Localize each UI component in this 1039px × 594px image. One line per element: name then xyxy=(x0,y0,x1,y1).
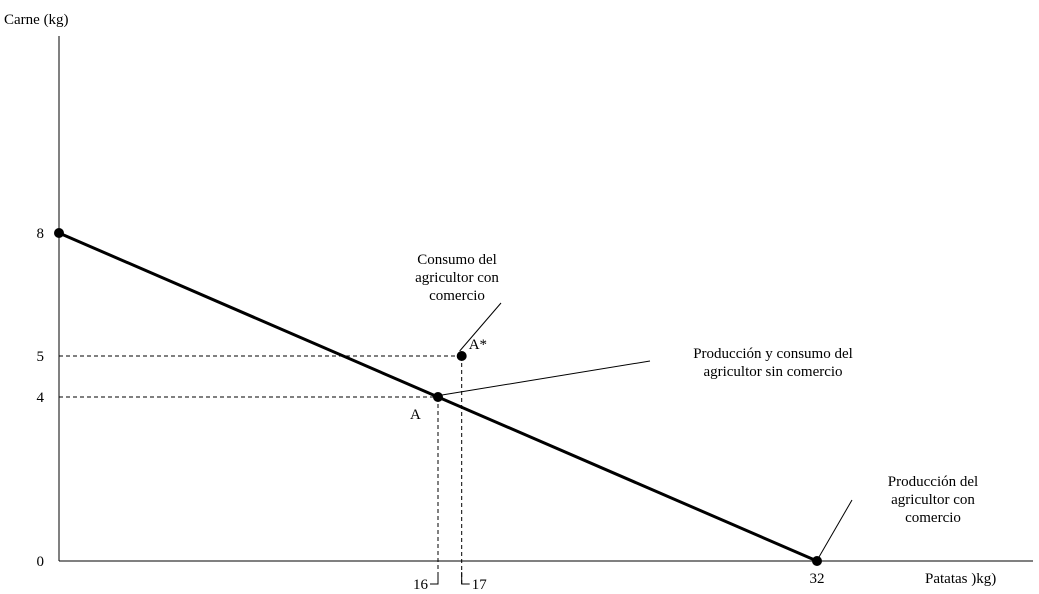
leader-produccion-con-comercio xyxy=(818,499,853,558)
point-label-A-star: A* xyxy=(469,337,487,353)
point-x-intercept xyxy=(812,556,822,566)
annotation-line: comercio xyxy=(905,510,961,526)
guide-lines xyxy=(59,355,463,584)
x-tick-mark-16 xyxy=(430,572,439,585)
data-points: A A* xyxy=(54,228,822,566)
annotation-line: agricultor con xyxy=(891,492,975,508)
annotation-line: Consumo del xyxy=(417,252,497,268)
y-tick-label-5: 5 xyxy=(37,349,45,365)
annotation-line: agricultor sin comercio xyxy=(703,364,842,380)
leader-consumo-con-comercio xyxy=(459,302,502,352)
x-tick-label-16: 16 xyxy=(413,577,429,593)
y-tick-label-0: 0 xyxy=(37,554,45,570)
annotation-produccion-con-comercio: Producción del agricultor con comercio xyxy=(888,474,978,526)
y-tick-label-4: 4 xyxy=(37,390,45,406)
annotation-line: Producción del xyxy=(888,474,978,490)
x-tick-mark-17 xyxy=(461,572,470,585)
x-tick-label-32: 32 xyxy=(810,571,825,587)
point-A-star xyxy=(456,351,467,361)
tick-labels: 0 4 5 8 16 17 32 xyxy=(37,226,825,593)
point-y-intercept xyxy=(54,228,64,238)
annotation-line: Producción y consumo del xyxy=(693,346,853,362)
annotation-produccion-sin-comercio: Producción y consumo del agricultor sin c… xyxy=(693,346,853,380)
leader-produccion-sin-comercio xyxy=(441,360,651,396)
annotation-consumo-con-comercio: Consumo del agricultor con comercio xyxy=(415,252,499,304)
annotation-line: comercio xyxy=(429,288,485,304)
point-label-A: A xyxy=(410,407,421,423)
y-tick-label-8: 8 xyxy=(37,226,45,242)
y-axis-title: Carne (kg) xyxy=(4,12,69,28)
annotation-line: agricultor con xyxy=(415,270,499,286)
point-A xyxy=(433,392,443,402)
x-axis-title: Patatas )kg) xyxy=(925,571,996,587)
annotation-labels: Consumo del agricultor con comercioProducc… xyxy=(415,252,978,526)
annotation-leaders xyxy=(441,302,853,558)
x-tick-label-17: 17 xyxy=(472,577,488,593)
